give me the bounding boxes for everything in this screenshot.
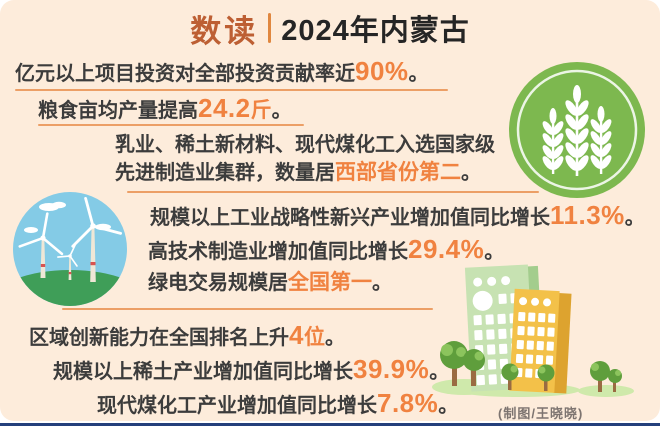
fact-line-clusters-1: 乳业、稀土新材料、现代煤化工入选国家级 [115,131,495,159]
fact-line-hightech: 高技术制造业增加值同比增长29.4%。 [148,235,504,263]
brand-label: 数读 [190,13,259,49]
fact-segment-num: 11.3% [550,200,625,230]
fact-line-rare-earth: 规模以上稀土产业增加值同比增长39.9%。 [53,355,449,383]
fact-segment-num: 90% [355,56,409,86]
fact-segment-normal: 。 [324,327,345,349]
section-divider-line [38,124,304,126]
fact-segment-em: 位 [303,326,325,349]
fact-segment-normal: 乳业、稀土新材料、现代煤化工入选国家级 [115,134,495,156]
fact-line-innovation-rank: 区域创新能力在全国排名上升4位。 [29,321,345,349]
fact-segment-normal: 亿元以上项目投资对全部投资贡献率近 [15,63,355,85]
header: 数读 2024年内蒙古 [0,8,660,49]
fact-line-green-power: 绿电交易规模居全国第一。 [148,269,392,297]
fact-line-investment: 亿元以上项目投资对全部投资贡献率近90%。 [15,57,429,85]
fact-segment-em: 斤 [250,99,272,122]
fact-segment-normal: 规模以上稀土产业增加值同比增长 [53,361,353,383]
fact-segment-num: 39.9% [353,354,430,384]
fact-segment-normal: 高技术制造业增加值同比增长 [148,241,408,263]
bottom-border-bar [0,423,660,426]
fact-segment-normal: 现代煤化工产业增加值同比增长 [97,395,377,417]
fact-segment-normal: 。 [429,361,450,383]
fact-segment-normal: 区域创新能力在全国排名上升 [29,327,289,349]
fact-line-grain-yield: 粮食亩均产量提高24.2斤。 [38,94,292,122]
fact-segment-normal: 。 [438,395,459,417]
section-divider-line [62,308,433,310]
fact-segment-num: 7.8% [377,388,439,418]
fact-segment-normal: 规模以上工业战略性新兴产业增加值同比增长 [150,207,550,229]
fact-segment-num: 29.4% [408,234,485,264]
fact-segment-normal: 。 [484,241,505,263]
credit-text: (制图/王晓晓) [498,406,584,421]
city-buildings-icon [428,256,656,398]
fact-segment-normal: 绿电交易规模居 [148,272,288,294]
fact-segment-em: 全国第一 [288,271,372,294]
section-divider-line [15,89,448,91]
section-divider-line [127,191,539,193]
fact-segment-normal: 先进制造业集群，数量居 [115,162,335,184]
fact-segment-normal: 。 [461,162,481,184]
title-divider [268,13,272,43]
fact-segment-num: 24.2 [198,93,251,123]
fact-line-clusters-2: 先进制造业集群，数量居西部省份第二。 [115,159,481,187]
fact-segment-em: 西部省份第二 [335,161,461,184]
wind-turbines-icon [13,192,127,306]
wheat-ears-icon [509,62,645,198]
fact-segment-normal: 。 [271,100,292,122]
fact-line-strategic-industry: 规模以上工业战略性新兴产业增加值同比增长11.3%。 [150,201,645,229]
fact-segment-num: 4 [289,320,304,350]
page-title: 2024年内蒙古 [281,15,470,47]
fact-line-coal-chemical: 现代煤化工产业增加值同比增长7.8%。 [97,389,458,417]
fact-segment-normal: 。 [408,63,429,85]
fact-segment-normal: 。 [624,207,645,229]
fact-segment-normal: 粮食亩均产量提高 [38,100,198,122]
fact-segment-normal: 。 [372,272,392,294]
